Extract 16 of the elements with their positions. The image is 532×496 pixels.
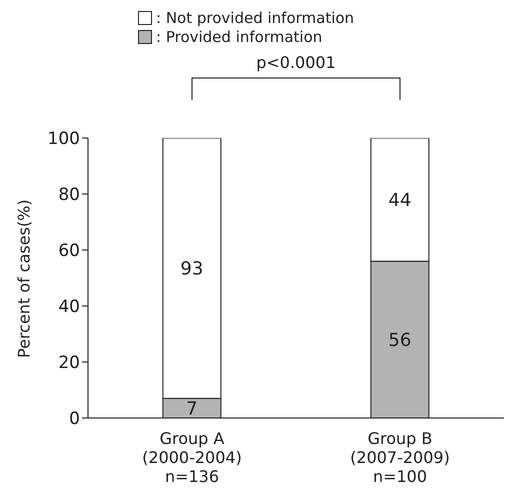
data-label: 93	[180, 258, 204, 280]
y-tick-label: 100	[48, 129, 80, 150]
y-tick-label: 20	[58, 353, 80, 374]
y-tick-label: 60	[58, 241, 80, 262]
data-label: 44	[388, 190, 412, 211]
data-label: 7	[186, 398, 198, 420]
x-tick-label: Group B (2007-2009) n=100	[350, 429, 450, 486]
y-tick-label: 40	[58, 297, 80, 318]
y-tick-label: 0	[69, 409, 80, 430]
data-label: 56	[388, 330, 412, 351]
legend-label: : Provided information	[156, 28, 322, 46]
x-tick-label: Group A (2000-2004) n=136	[142, 429, 242, 486]
text: p<0.0001	[256, 53, 336, 72]
y-axis-title: Percent of cases(%)	[14, 199, 34, 358]
y-tick-label: 80	[58, 185, 80, 206]
legend-label: : Not provided information	[156, 8, 354, 26]
